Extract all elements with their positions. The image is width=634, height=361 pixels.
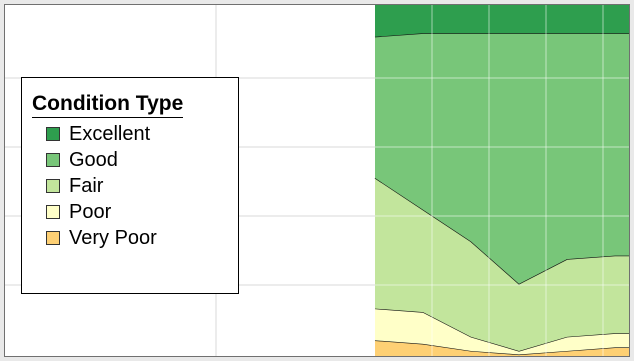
legend-label: Fair — [69, 174, 104, 197]
area-poor — [375, 308, 629, 355]
area-very-poor — [375, 340, 629, 356]
legend-item-poor: Poor — [32, 199, 238, 225]
legend-swatch-very-poor — [46, 231, 60, 245]
legend: Condition Type Excellent Good Fair Poor … — [21, 77, 239, 294]
legend-label: Excellent — [69, 122, 151, 145]
legend-item-very-poor: Very Poor — [32, 225, 238, 251]
chart-plot — [5, 5, 629, 356]
legend-swatch-fair — [46, 179, 60, 193]
area-excellent — [375, 5, 629, 37]
legend-item-good: Good — [32, 147, 238, 173]
legend-swatch-poor — [46, 205, 60, 219]
area-good — [375, 33, 629, 284]
chart-frame: Condition Type Excellent Good Fair Poor … — [4, 4, 630, 357]
boundary-line-good — [374, 32, 629, 38]
legend-swatch-good — [46, 153, 60, 167]
legend-item-excellent: Excellent — [32, 121, 238, 147]
area-fair — [375, 177, 629, 351]
legend-title: Condition Type — [32, 92, 184, 118]
legend-label: Good — [69, 148, 118, 171]
legend-label: Poor — [69, 200, 112, 223]
legend-label: Very Poor — [69, 226, 157, 249]
legend-swatch-excellent — [46, 127, 60, 141]
legend-item-fair: Fair — [32, 173, 238, 199]
